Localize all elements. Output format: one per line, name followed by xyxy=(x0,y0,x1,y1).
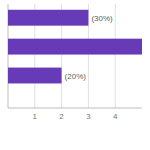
tick-label: 1 xyxy=(33,112,38,121)
tick-label: 4 xyxy=(113,112,118,121)
data-label: (30%) xyxy=(91,14,113,23)
grid-line xyxy=(115,4,116,108)
chart: 1 2 3 4 (30%) (20%) xyxy=(0,0,150,150)
bar xyxy=(8,68,62,84)
tick-label: 2 xyxy=(59,112,64,121)
tick-label: 3 xyxy=(86,112,91,121)
bars xyxy=(8,10,142,84)
bar xyxy=(8,39,142,55)
x-axis-line xyxy=(8,108,142,109)
data-label: (20%) xyxy=(65,72,87,81)
bar xyxy=(8,10,88,26)
